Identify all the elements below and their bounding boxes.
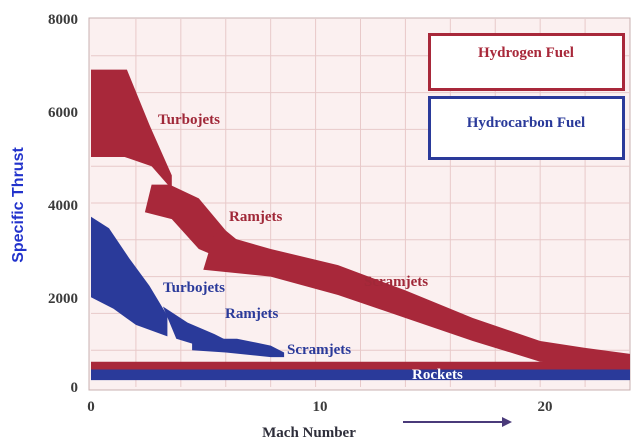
x-axis-title: Mach Number [262, 425, 356, 441]
y-tick-label: 0 [71, 380, 79, 396]
hydrogen-scramjets-label: Scramjets [364, 274, 428, 290]
hydrogen-ramjets-label: Ramjets [229, 209, 282, 225]
y-tick-label: 8000 [48, 12, 78, 28]
hydrocarbon-scramjets-label: Scramjets [287, 342, 351, 358]
hydrogen-turbojets-band [91, 69, 172, 190]
legend-swatch-hydrogen-inner [431, 36, 622, 88]
label-layer: TurbojetsRamjetsScramjetsTurbojetsRamjet… [158, 112, 463, 383]
x-tick-label: 20 [538, 399, 553, 415]
legend-swatch-hydrocarbon-inner [431, 99, 622, 157]
legend: Hydrogen Fuel Hydrocarbon Fuel [428, 33, 625, 160]
x-axis-arrow [403, 417, 512, 427]
hydrogen-rockets-label: Rockets [412, 367, 463, 383]
hydrocarbon-rockets-band [91, 369, 630, 381]
y-tick-label: 2000 [48, 291, 78, 307]
hydrocarbon-ramjets-label: Ramjets [225, 306, 278, 322]
y-tick-label: 6000 [48, 105, 78, 121]
hydrogen-turbojets-label: Turbojets [158, 112, 220, 128]
legend-label-hydrogen: Hydrogen Fuel [478, 45, 574, 61]
legend-label-hydrocarbon: Hydrocarbon Fuel [467, 115, 585, 131]
hydrogen-scramjets-band [203, 232, 631, 368]
hydrocarbon-scramjets-band [192, 338, 285, 358]
series-layer [91, 69, 631, 381]
y-tick-label: 4000 [48, 198, 78, 214]
hydrocarbon-turbojets-band [91, 216, 168, 337]
x-tick-label: 10 [313, 399, 328, 415]
hydrocarbon-turbojets-label: Turbojets [163, 280, 225, 296]
y-axis-title: Specific Thrust [10, 147, 27, 263]
x-tick-label: 0 [87, 399, 95, 415]
